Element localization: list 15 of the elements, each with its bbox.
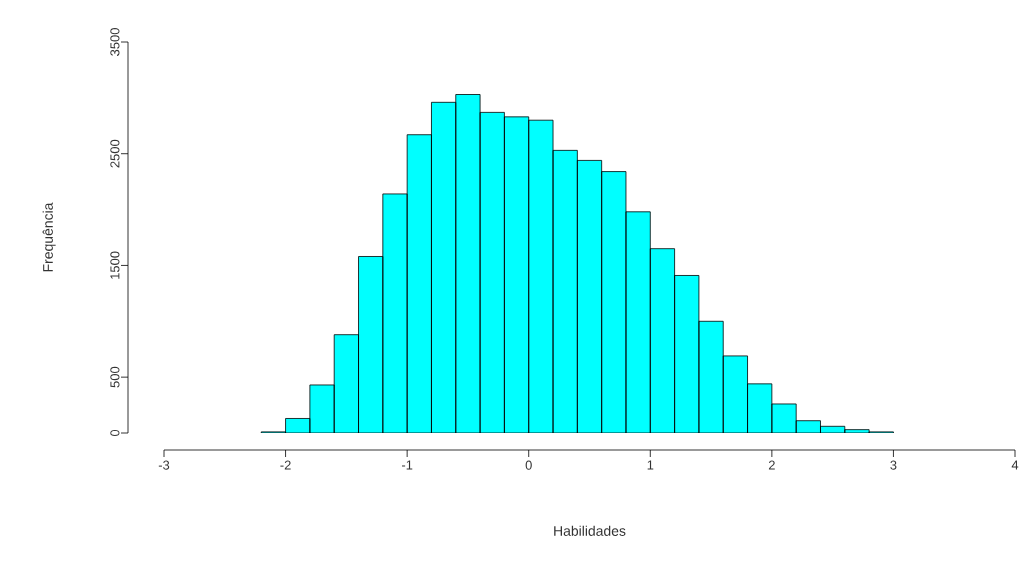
- y-tick-label: 0: [110, 429, 120, 437]
- x-tick-label: 4: [1011, 460, 1019, 470]
- y-tick-label: 3500: [110, 28, 120, 56]
- x-tick-label: 3: [890, 460, 897, 470]
- x-tick-label: -2: [280, 460, 291, 470]
- y-tick-label: 1500: [110, 251, 120, 279]
- y-axis-title: Frequência: [42, 202, 56, 272]
- x-tick-label: -1: [401, 460, 413, 470]
- x-tick-label: 2: [768, 460, 775, 470]
- x-axis-title: Habilidades: [554, 525, 626, 536]
- x-tick-label: 1: [647, 460, 654, 470]
- y-tick-label: 500: [110, 366, 120, 388]
- x-tick-label: 0: [525, 460, 532, 470]
- x-tick-label: -3: [158, 460, 170, 470]
- y-tick-label: 2500: [110, 139, 120, 168]
